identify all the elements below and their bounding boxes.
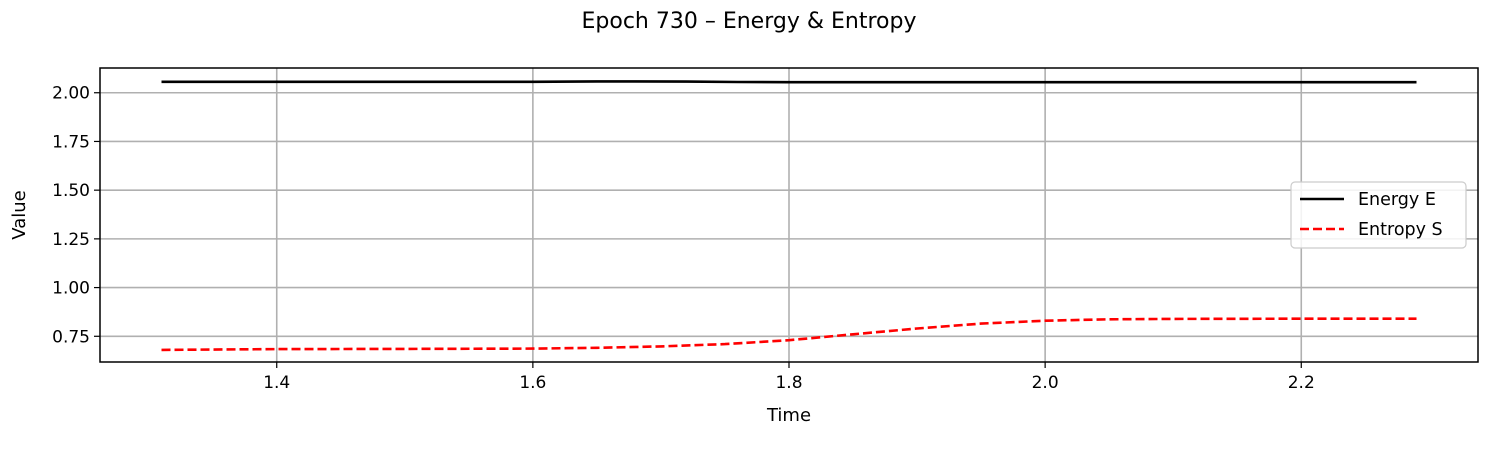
- series-lines: [161, 80, 1417, 352]
- legend: Energy E Entropy S: [1290, 181, 1467, 249]
- y-tick-label: 1.75: [52, 132, 90, 152]
- y-tick-label: 0.75: [52, 327, 90, 347]
- chart-title: Epoch 730 – Energy & Entropy: [582, 9, 917, 34]
- y-tick-label: 2.00: [52, 84, 90, 104]
- x-tick-label: 1.4: [263, 373, 290, 393]
- y-tick-label: 1.25: [52, 230, 90, 250]
- y-axis-ticks: 0.75 1.00 1.25 1.50 1.75 2.00: [52, 84, 100, 347]
- series-line-1: [161, 317, 1417, 352]
- y-tick-label: 1.50: [52, 181, 90, 201]
- x-axis-ticks: 1.4 1.6 1.8 2.0 2.2: [263, 362, 1315, 393]
- y-tick-label: 1.00: [52, 279, 90, 299]
- legend-label: Energy E: [1358, 190, 1436, 210]
- y-axis-label: Value: [9, 190, 30, 239]
- x-tick-label: 2.2: [1288, 373, 1315, 393]
- legend-label: Entropy S: [1358, 220, 1443, 240]
- x-axis-label: Time: [766, 405, 811, 426]
- x-tick-label: 2.0: [1032, 373, 1059, 393]
- series-line-0: [161, 80, 1417, 84]
- x-tick-label: 1.6: [519, 373, 546, 393]
- x-tick-label: 1.8: [775, 373, 802, 393]
